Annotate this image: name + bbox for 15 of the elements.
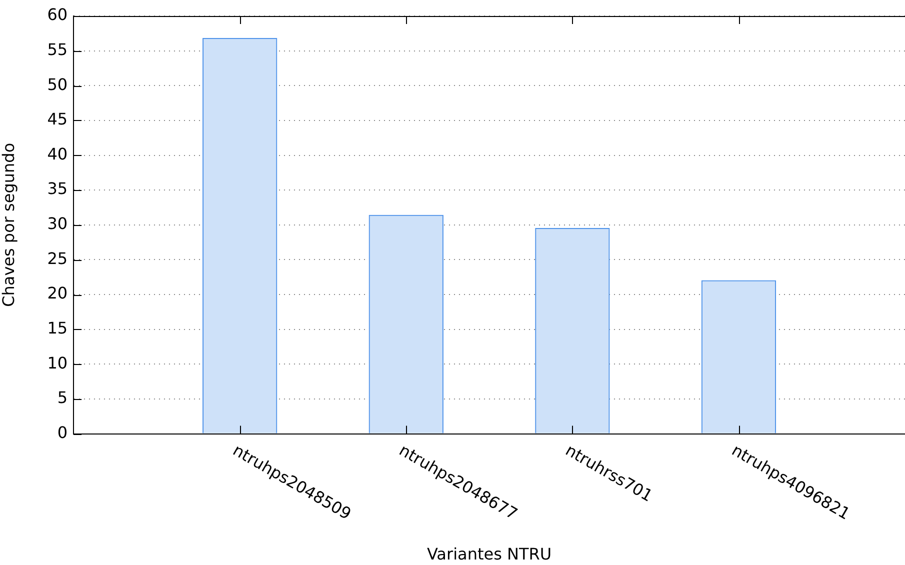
- y-tick-label: 0: [57, 422, 68, 442]
- y-tick-label: 60: [47, 5, 68, 24]
- y-tick-label: 40: [47, 144, 68, 164]
- y-tick-label: 5: [57, 388, 68, 408]
- y-tick-label: 20: [47, 284, 68, 303]
- y-tick-label: 55: [47, 40, 68, 59]
- x-axis-title: Variantes NTRU: [426, 544, 552, 564]
- y-tick-label: 15: [47, 318, 68, 338]
- y-tick-label: 35: [47, 179, 68, 198]
- y-tick-label: 30: [47, 214, 68, 234]
- y-tick-label: 25: [47, 248, 68, 268]
- y-axis-title: Chaves por segundo: [0, 142, 18, 307]
- y-tick-label: 50: [47, 74, 68, 94]
- y-tick-label: 45: [47, 110, 68, 129]
- y-tick-label: 10: [47, 353, 68, 372]
